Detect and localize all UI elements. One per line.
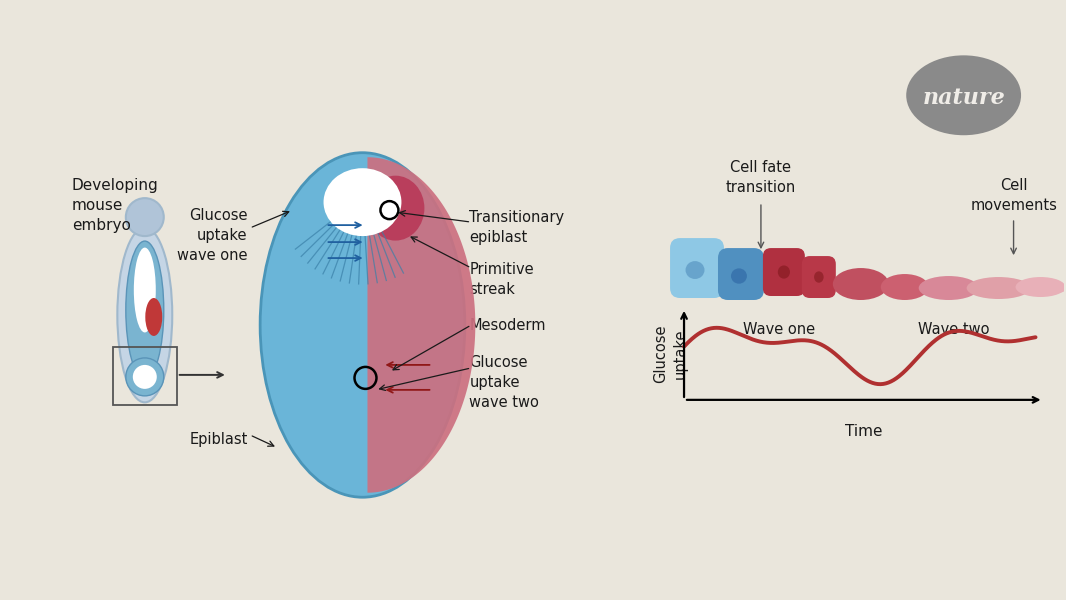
Ellipse shape: [367, 176, 424, 241]
Ellipse shape: [126, 358, 164, 396]
Bar: [113, 347, 177, 405]
FancyBboxPatch shape: [802, 256, 836, 298]
Ellipse shape: [117, 227, 173, 403]
Text: Glucose
uptake
wave one: Glucose uptake wave one: [177, 208, 247, 263]
Ellipse shape: [1051, 287, 1065, 293]
Ellipse shape: [685, 261, 705, 279]
Text: Mesoderm: Mesoderm: [469, 318, 546, 333]
Text: Wave one: Wave one: [743, 322, 815, 337]
Ellipse shape: [924, 284, 937, 288]
Ellipse shape: [881, 274, 928, 300]
Text: Epiblast: Epiblast: [190, 432, 247, 447]
Ellipse shape: [919, 276, 979, 300]
Ellipse shape: [778, 265, 790, 278]
Ellipse shape: [731, 268, 747, 284]
Ellipse shape: [260, 153, 465, 497]
Ellipse shape: [886, 283, 895, 287]
Ellipse shape: [126, 241, 164, 379]
Text: Cell
movements: Cell movements: [970, 178, 1057, 213]
Ellipse shape: [833, 268, 889, 300]
Text: Transitionary
epiblast: Transitionary epiblast: [469, 210, 565, 245]
FancyBboxPatch shape: [718, 248, 764, 300]
Polygon shape: [368, 157, 475, 493]
Ellipse shape: [126, 198, 164, 236]
FancyBboxPatch shape: [763, 248, 805, 296]
Text: Time: Time: [845, 424, 883, 439]
Ellipse shape: [973, 284, 986, 288]
Text: Glucose
uptake: Glucose uptake: [652, 325, 688, 383]
Ellipse shape: [967, 277, 1031, 299]
Ellipse shape: [873, 283, 888, 292]
Ellipse shape: [1020, 283, 1031, 287]
Text: Glucose
uptake
wave two: Glucose uptake wave two: [469, 355, 539, 410]
Text: Cell fate
transition: Cell fate transition: [726, 160, 796, 195]
Ellipse shape: [906, 55, 1021, 135]
Text: Primitive
streak: Primitive streak: [469, 262, 534, 297]
Ellipse shape: [839, 279, 850, 285]
Ellipse shape: [1013, 288, 1030, 294]
Ellipse shape: [1016, 277, 1066, 297]
Text: Developing
mouse
embryo: Developing mouse embryo: [71, 178, 159, 233]
Ellipse shape: [134, 248, 156, 332]
FancyBboxPatch shape: [671, 238, 724, 298]
Text: nature: nature: [922, 87, 1005, 109]
Ellipse shape: [915, 286, 928, 293]
Text: Wave two: Wave two: [918, 322, 989, 337]
Ellipse shape: [145, 298, 162, 336]
Ellipse shape: [133, 365, 157, 389]
Ellipse shape: [324, 168, 402, 236]
Ellipse shape: [814, 271, 824, 283]
Ellipse shape: [962, 288, 978, 295]
